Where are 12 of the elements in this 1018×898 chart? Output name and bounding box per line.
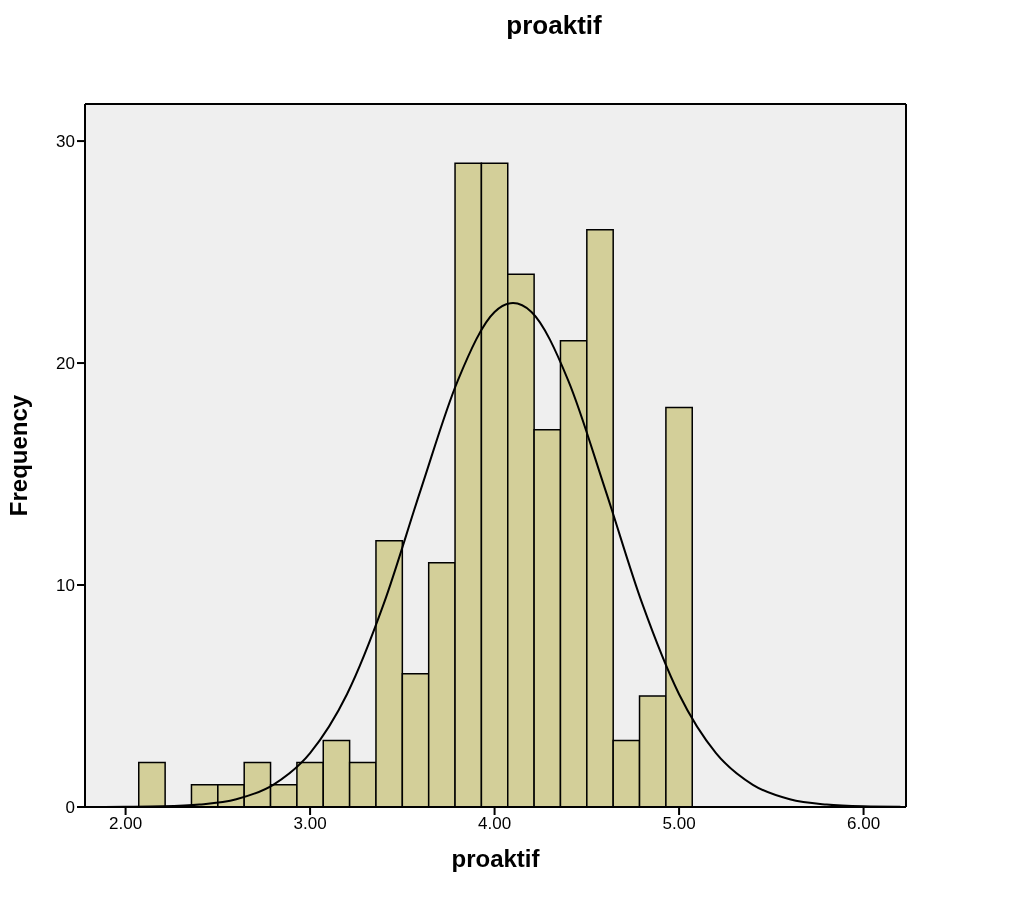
y-axis-title: Frequency bbox=[4, 394, 32, 517]
x-tick-label: 6.00 bbox=[847, 814, 881, 834]
x-tick-label: 5.00 bbox=[662, 814, 696, 834]
y-tick-label: 10 bbox=[56, 576, 75, 596]
x-tick-label: 2.00 bbox=[109, 814, 143, 834]
y-tick-label: 0 bbox=[65, 798, 75, 818]
y-tick-label: 20 bbox=[56, 354, 75, 374]
x-axis-title: proaktif bbox=[451, 845, 541, 872]
x-tick-label: 3.00 bbox=[293, 814, 327, 834]
x-tick-label: 4.00 bbox=[478, 814, 512, 834]
chart-title: proaktif bbox=[505, 10, 603, 41]
y-tick-label: 30 bbox=[56, 132, 75, 152]
